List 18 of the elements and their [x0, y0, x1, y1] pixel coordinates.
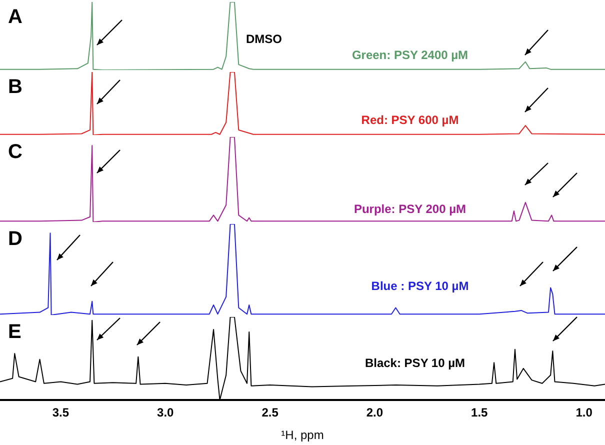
- chart-title: C: [8, 141, 22, 164]
- x-tick-label: 1.5: [471, 406, 488, 420]
- chart-title: E: [8, 321, 22, 344]
- series-label: Blue : PSY 10 µM: [370, 279, 470, 293]
- x-tick-label: 1.0: [576, 406, 593, 420]
- annotation: DMSO: [246, 32, 282, 46]
- x-axis-title: ¹H, ppm: [281, 428, 324, 442]
- chart-title: A: [8, 6, 22, 29]
- series-label: Purple: PSY 200 µM: [352, 202, 468, 216]
- chart-title: B: [8, 76, 22, 99]
- chart-title: D: [8, 228, 22, 251]
- x-tick-label: 3.5: [52, 406, 70, 420]
- x-tick-label: 2.0: [366, 406, 384, 420]
- series-label: Black: PSY 10 µM: [364, 356, 466, 370]
- series-label: Green: PSY 2400 µM: [350, 48, 470, 62]
- x-tick-label: 2.5: [262, 406, 279, 420]
- x-tick-label: 3.0: [157, 406, 174, 420]
- series-label: Red: PSY 600 µM: [360, 113, 460, 127]
